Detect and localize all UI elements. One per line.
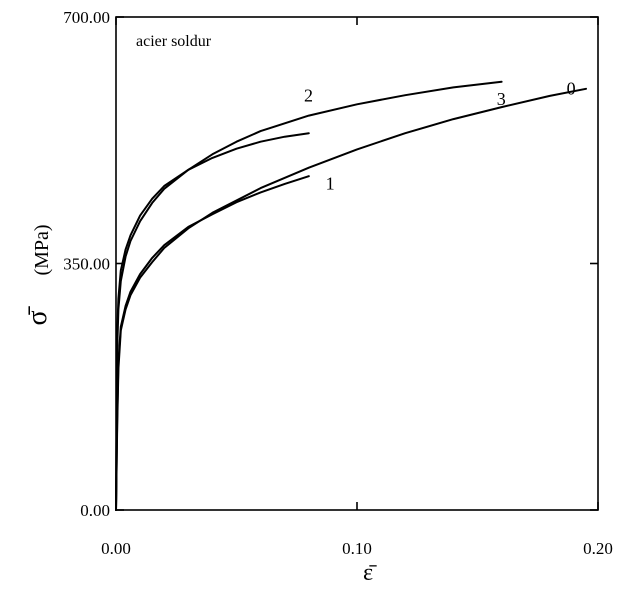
chart-annotation: acier soldur bbox=[136, 33, 212, 50]
series-label-3: 3 bbox=[497, 89, 506, 109]
x-tick-label-0: 0.00 bbox=[101, 539, 131, 558]
x-tick-label-2: 0.20 bbox=[583, 539, 613, 558]
x-axis-label: ε̄ bbox=[363, 560, 377, 586]
y-axis-ticks: 0.00 350.00 700.00 bbox=[63, 8, 598, 520]
series-labels: 0 1 2 3 bbox=[304, 78, 576, 193]
series-line-0 bbox=[115, 87, 587, 511]
series-line-2 bbox=[115, 132, 310, 511]
series-lines bbox=[115, 80, 587, 511]
y-tick-label-2: 700.00 bbox=[63, 8, 110, 27]
series-label-0: 0 bbox=[567, 78, 576, 98]
series-line-3 bbox=[115, 80, 503, 511]
series-label-2: 2 bbox=[304, 86, 313, 106]
y-axis-label-unit: (MPa) bbox=[31, 224, 53, 275]
y-axis-label-symbol: σ̄ bbox=[22, 305, 53, 325]
series-line-1 bbox=[115, 175, 310, 511]
y-tick-label-0: 0.00 bbox=[80, 501, 110, 520]
x-axis-ticks: 0.00 0.10 0.20 bbox=[101, 17, 613, 558]
series-label-1: 1 bbox=[326, 174, 335, 194]
x-tick-label-1: 0.10 bbox=[342, 539, 372, 558]
plot-frame bbox=[115, 16, 599, 511]
y-tick-label-1: 350.00 bbox=[63, 255, 110, 274]
